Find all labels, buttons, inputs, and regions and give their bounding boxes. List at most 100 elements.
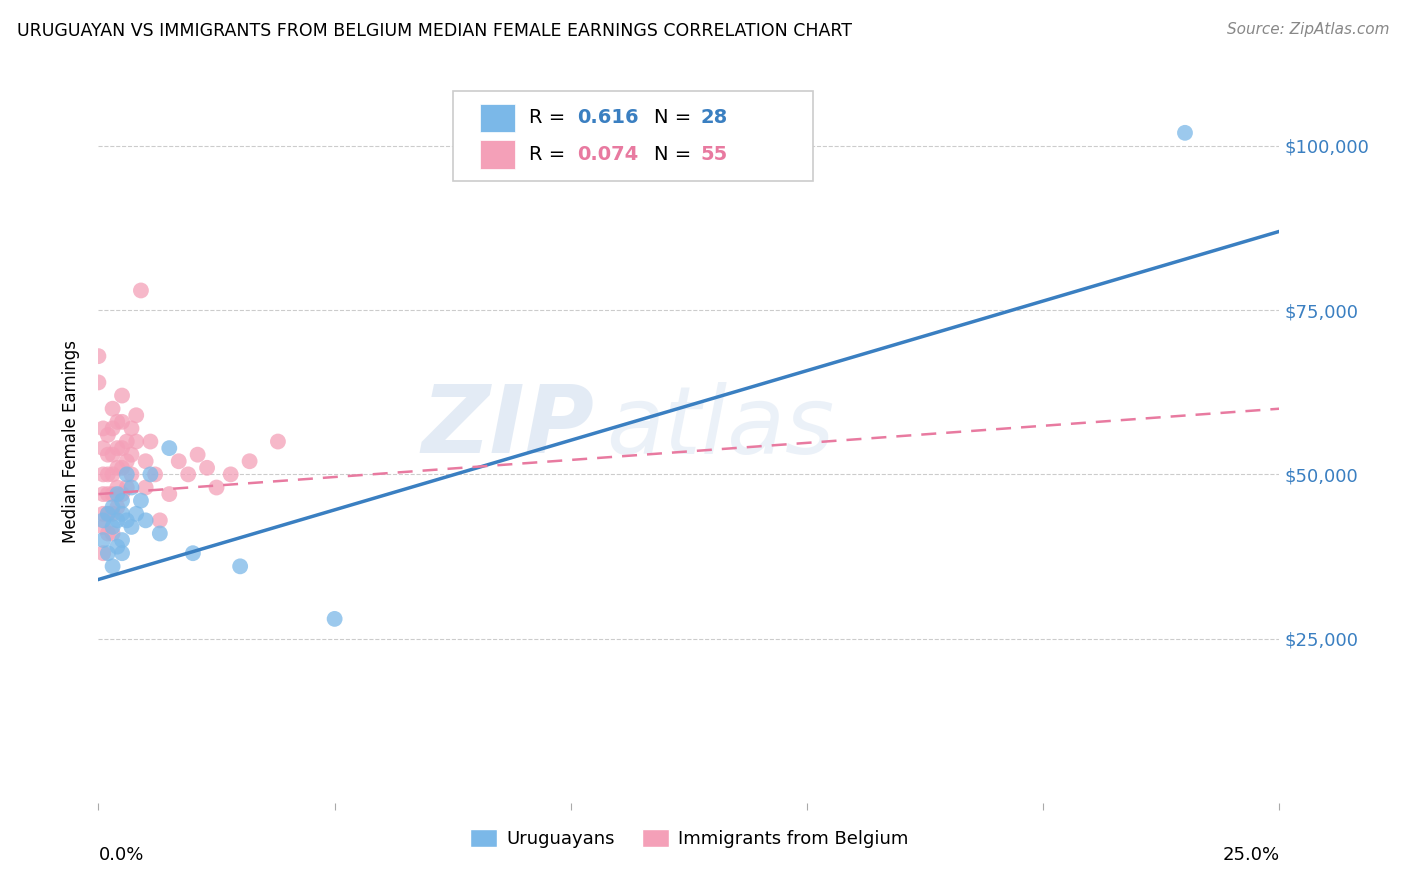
- Point: [267, 434, 290, 449]
- Text: URUGUAYAN VS IMMIGRANTS FROM BELGIUM MEDIAN FEMALE EARNINGS CORRELATION CHART: URUGUAYAN VS IMMIGRANTS FROM BELGIUM MED…: [17, 22, 852, 40]
- Text: R =: R =: [530, 109, 572, 128]
- Point: [115, 467, 138, 482]
- Point: [167, 454, 190, 468]
- Point: [111, 507, 134, 521]
- Point: [157, 487, 180, 501]
- Point: [205, 481, 228, 495]
- Point: [97, 428, 120, 442]
- Point: [101, 487, 124, 501]
- Point: [115, 481, 138, 495]
- Text: 0.616: 0.616: [576, 109, 638, 128]
- Point: [91, 487, 114, 501]
- Text: ZIP: ZIP: [422, 381, 595, 473]
- Point: [101, 507, 124, 521]
- Point: [121, 421, 143, 435]
- Text: Source: ZipAtlas.com: Source: ZipAtlas.com: [1226, 22, 1389, 37]
- Point: [91, 441, 114, 455]
- Point: [101, 448, 124, 462]
- FancyBboxPatch shape: [453, 91, 813, 181]
- Point: [149, 526, 172, 541]
- Point: [219, 467, 242, 482]
- Point: [105, 460, 128, 475]
- Text: 0.0%: 0.0%: [98, 847, 143, 864]
- Point: [105, 487, 128, 501]
- Point: [115, 513, 138, 527]
- Text: atlas: atlas: [606, 382, 835, 473]
- Point: [97, 546, 120, 560]
- Point: [157, 441, 180, 455]
- Point: [91, 507, 114, 521]
- Point: [129, 493, 152, 508]
- Point: [149, 513, 172, 527]
- Text: 25.0%: 25.0%: [1222, 847, 1279, 864]
- Point: [105, 441, 128, 455]
- Point: [101, 467, 124, 482]
- Point: [125, 409, 148, 423]
- Point: [111, 546, 134, 560]
- Point: [91, 421, 114, 435]
- Point: [111, 493, 134, 508]
- Bar: [479, 103, 516, 132]
- Point: [97, 467, 120, 482]
- Point: [1174, 126, 1197, 140]
- Point: [135, 481, 157, 495]
- Point: [101, 421, 124, 435]
- Point: [239, 454, 262, 468]
- Point: [229, 559, 252, 574]
- Point: [121, 448, 143, 462]
- Text: R =: R =: [530, 145, 572, 164]
- Point: [135, 513, 157, 527]
- Point: [181, 546, 204, 560]
- Point: [101, 559, 124, 574]
- Point: [87, 376, 110, 390]
- Point: [139, 467, 162, 482]
- Point: [177, 467, 200, 482]
- Y-axis label: Median Female Earnings: Median Female Earnings: [62, 340, 80, 543]
- Point: [115, 434, 138, 449]
- Point: [105, 540, 128, 554]
- Text: 55: 55: [700, 145, 728, 164]
- Text: 28: 28: [700, 109, 728, 128]
- Point: [121, 467, 143, 482]
- Point: [195, 460, 218, 475]
- Point: [97, 507, 120, 521]
- Point: [97, 487, 120, 501]
- Point: [91, 546, 114, 560]
- Point: [111, 388, 134, 402]
- Point: [115, 454, 138, 468]
- Point: [101, 520, 124, 534]
- Point: [125, 434, 148, 449]
- Bar: [479, 140, 516, 169]
- Point: [129, 284, 152, 298]
- Point: [135, 454, 157, 468]
- Point: [111, 415, 134, 429]
- Point: [187, 448, 209, 462]
- Point: [87, 349, 110, 363]
- Point: [91, 513, 114, 527]
- Point: [121, 481, 143, 495]
- Point: [105, 513, 128, 527]
- Point: [97, 526, 120, 541]
- Point: [111, 487, 134, 501]
- Text: N =: N =: [654, 145, 697, 164]
- Point: [101, 401, 124, 416]
- Point: [91, 520, 114, 534]
- Point: [101, 526, 124, 541]
- Point: [121, 520, 143, 534]
- Point: [111, 460, 134, 475]
- Point: [91, 533, 114, 547]
- Point: [323, 612, 346, 626]
- Point: [105, 481, 128, 495]
- Point: [143, 467, 166, 482]
- Point: [139, 434, 162, 449]
- Point: [111, 441, 134, 455]
- Point: [105, 415, 128, 429]
- Point: [97, 507, 120, 521]
- Point: [125, 507, 148, 521]
- Point: [111, 533, 134, 547]
- Text: 0.074: 0.074: [576, 145, 638, 164]
- Text: N =: N =: [654, 109, 697, 128]
- Point: [97, 448, 120, 462]
- Point: [91, 467, 114, 482]
- Legend: Uruguayans, Immigrants from Belgium: Uruguayans, Immigrants from Belgium: [463, 822, 915, 855]
